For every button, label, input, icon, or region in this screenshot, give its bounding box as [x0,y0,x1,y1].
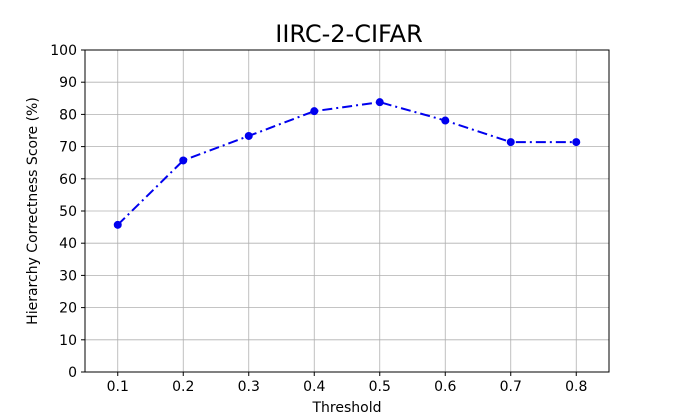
data-point [179,156,188,165]
data-point [244,131,253,140]
y-tick-label: 20 [59,301,77,317]
data-point [375,98,384,107]
x-tick-label: 0.2 [172,379,194,395]
chart-title: IIRC-2-CIFAR [275,20,423,48]
y-tick-label: 60 [59,172,77,188]
x-tick-label: 0.8 [565,379,587,395]
y-tick-label: 0 [68,365,77,381]
y-tick-label: 40 [59,236,77,252]
x-tick-label: 0.5 [369,379,391,395]
y-tick-label: 50 [59,204,77,220]
y-tick-label: 80 [59,107,77,123]
y-axis-label: Hierarchy Correctness Score (%) [25,97,41,325]
x-tick-label: 0.3 [238,379,260,395]
data-point [310,107,319,116]
x-axis-label: Threshold [312,400,382,416]
data-point [113,220,122,229]
data-point [506,138,515,147]
x-tick-label: 0.6 [434,379,456,395]
y-tick-label: 30 [59,268,77,284]
tick-layer: 0.1 0.2 0.3 0.4 0.5 0.6 0.7 0.8 0 10 20 30 40 50 60 70 8… [50,43,587,395]
series-layer [113,98,581,229]
grid [85,49,609,373]
series-line [117,101,577,226]
plot-frame [84,49,610,373]
x-tick-label: 0.1 [107,379,129,395]
data-point [572,138,581,147]
data-point [441,116,450,125]
x-tick-label: 0.7 [500,379,522,395]
y-tick-label: 100 [50,43,77,59]
x-tick-label: 0.4 [303,379,325,395]
y-tick-label: 90 [59,75,77,91]
y-tick-label: 10 [59,333,77,349]
y-tick-label: 70 [59,140,77,156]
